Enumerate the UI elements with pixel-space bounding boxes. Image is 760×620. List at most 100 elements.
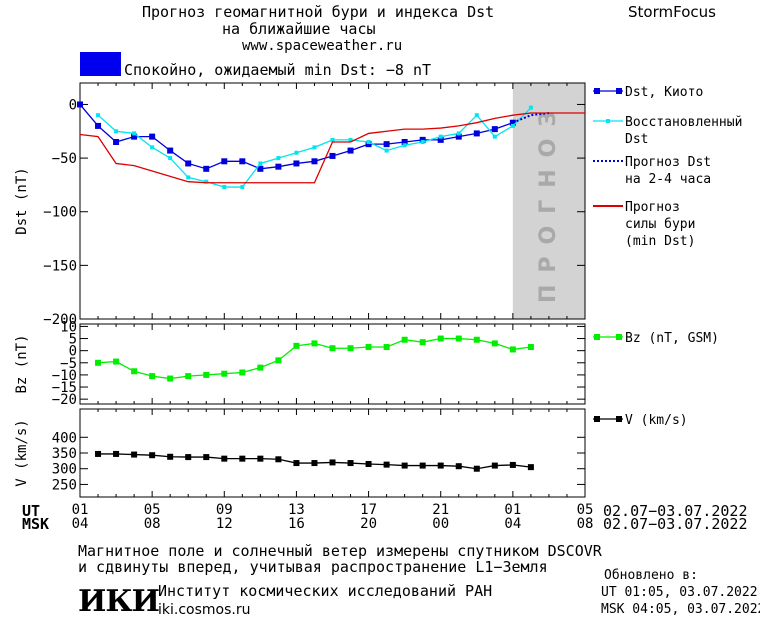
restored-data-point bbox=[168, 156, 173, 161]
restored-data-point bbox=[312, 145, 317, 150]
bz-y-axis-label: Bz (nT) bbox=[14, 334, 30, 393]
institute-site[interactable]: iki.cosmos.ru bbox=[158, 602, 251, 618]
restored-data-point bbox=[96, 113, 101, 118]
dst-data-point bbox=[293, 160, 300, 167]
bz-data-point bbox=[95, 359, 102, 366]
restored-data-point bbox=[384, 148, 389, 153]
bz-data-point bbox=[185, 373, 192, 380]
v-data-point bbox=[383, 461, 390, 468]
bz-data-point bbox=[509, 346, 516, 353]
msk-tick-label: 04 bbox=[72, 516, 89, 532]
v-y-tick-label: 350 bbox=[52, 446, 77, 462]
ut-tick-label: 01 bbox=[504, 502, 521, 518]
restored-data-point bbox=[528, 105, 533, 110]
restored-data-point bbox=[276, 156, 281, 161]
dst-data-point bbox=[365, 141, 372, 148]
status-text: Спокойно, ожидаемый min Dst: −8 nT bbox=[124, 61, 432, 79]
restored-data-point bbox=[240, 185, 245, 190]
forecast_dst-legend-label: на 2-4 часа bbox=[625, 172, 711, 187]
bz-data-point bbox=[275, 357, 282, 364]
msk-tick-label: 00 bbox=[432, 516, 449, 532]
bz-data-point bbox=[311, 340, 318, 347]
dst-data-point bbox=[311, 158, 318, 165]
bz-data-point bbox=[167, 375, 174, 382]
msk-tick-label: 08 bbox=[144, 516, 161, 532]
bz-data-point bbox=[419, 339, 426, 346]
v-data-point bbox=[311, 460, 318, 467]
dst-data-point bbox=[401, 139, 408, 145]
footer-note-line1: Магнитное поле и солнечный ветер измерен… bbox=[78, 542, 602, 560]
v-data-point bbox=[455, 463, 462, 470]
dst-data-point bbox=[77, 101, 83, 108]
dst-y-tick-label: −50 bbox=[52, 151, 77, 167]
dst-data-point bbox=[185, 160, 192, 167]
dst-data-point bbox=[473, 130, 480, 137]
dst-data-point bbox=[257, 165, 264, 172]
ut-tick-label: 21 bbox=[432, 502, 449, 518]
dst-data-point bbox=[203, 165, 210, 172]
restored-legend-label: Восстановленный bbox=[625, 115, 742, 130]
restored-legend-marker bbox=[606, 119, 610, 123]
v-data-point bbox=[401, 462, 408, 469]
dst-series-line bbox=[79, 104, 514, 170]
status-color-swatch bbox=[80, 52, 121, 76]
restored-data-point bbox=[150, 145, 155, 150]
bz-data-point bbox=[239, 369, 246, 376]
v-legend-label: V (km/s) bbox=[625, 413, 688, 428]
bz-legend-marker bbox=[616, 334, 622, 340]
dst-data-point bbox=[329, 152, 336, 159]
bz-data-point bbox=[293, 342, 300, 349]
dst-y-tick-label: −150 bbox=[43, 258, 77, 274]
v-data-point bbox=[347, 460, 354, 467]
dst-data-point bbox=[239, 158, 246, 165]
v-data-point bbox=[329, 459, 336, 466]
restored-legend-label: Dst bbox=[625, 132, 648, 147]
bz-y-tick-label: −15 bbox=[52, 380, 77, 396]
bz-data-point bbox=[527, 344, 534, 351]
dst-data-point bbox=[221, 158, 228, 165]
dst-legend-marker bbox=[616, 88, 622, 94]
dst-forecast-label: ПРОГНОЗ bbox=[536, 99, 561, 303]
bz-data-point bbox=[257, 364, 264, 371]
v-legend-marker bbox=[616, 416, 622, 422]
msk-tick-label: 04 bbox=[504, 516, 521, 532]
v-data-point bbox=[275, 456, 282, 463]
restored-data-point bbox=[330, 137, 335, 142]
v-y-tick-label: 400 bbox=[52, 430, 77, 446]
dst-data-point bbox=[455, 133, 462, 140]
v-data-point bbox=[167, 453, 174, 460]
msk-tick-label: 08 bbox=[577, 516, 594, 532]
v-y-tick-label: 250 bbox=[52, 477, 77, 493]
dst-data-point bbox=[437, 136, 444, 143]
restored-data-point bbox=[438, 134, 443, 139]
restored-data-point bbox=[474, 113, 479, 118]
storm-legend-label: силы бури bbox=[625, 217, 695, 232]
dst-data-point bbox=[275, 163, 282, 170]
v-data-point bbox=[293, 460, 300, 467]
bz-legend-marker bbox=[594, 334, 600, 340]
dst-data-point bbox=[167, 147, 174, 154]
msk-tick-label: 12 bbox=[216, 516, 233, 532]
restored-data-point bbox=[222, 185, 227, 190]
msk-axis-label: MSK bbox=[22, 515, 50, 533]
bz-data-point bbox=[455, 335, 462, 342]
dst-data-point bbox=[131, 133, 138, 140]
restored-data-point bbox=[492, 134, 497, 139]
updated-label: Обновлено в: bbox=[604, 568, 698, 583]
chart-title-line1: Прогноз геомагнитной бури и индекса Dst bbox=[142, 3, 495, 21]
v-y-tick-label: 300 bbox=[52, 462, 77, 478]
dst-data-point bbox=[113, 139, 120, 145]
dst-y-tick-label: 0 bbox=[69, 97, 77, 113]
storm-legend-label: (min Dst) bbox=[625, 234, 695, 249]
bz-data-point bbox=[491, 340, 498, 347]
bz-data-point bbox=[113, 358, 120, 365]
restored-data-point bbox=[114, 129, 119, 134]
chart-title-line2: на ближайшие часы bbox=[222, 20, 376, 38]
dst-y-tick-label: −200 bbox=[43, 312, 77, 328]
ut-tick-label: 09 bbox=[216, 502, 233, 518]
bz-data-point bbox=[131, 368, 138, 375]
dst-forecast-region bbox=[512, 83, 585, 319]
restored-data-point bbox=[186, 175, 191, 180]
ut-axis-label: UT bbox=[22, 502, 41, 520]
v-data-point bbox=[419, 462, 426, 469]
